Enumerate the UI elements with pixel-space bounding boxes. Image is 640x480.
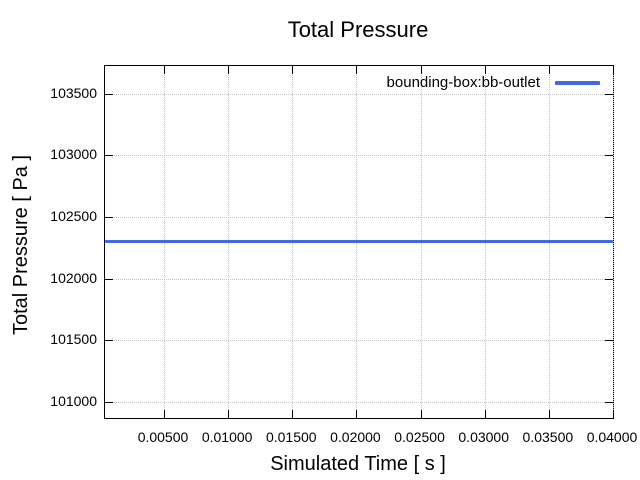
y-tick-label: 101000 bbox=[50, 392, 97, 409]
x-tick-label: 0.02500 bbox=[394, 429, 445, 445]
y-tick-label: 103000 bbox=[50, 146, 97, 163]
x-tick-mark-bottom bbox=[356, 410, 358, 418]
x-tick-mark-top bbox=[164, 66, 165, 74]
y-tick-mark-right bbox=[605, 340, 613, 342]
x-tick-label: 0.03500 bbox=[522, 429, 574, 445]
y-tick-mark-right bbox=[605, 93, 613, 95]
chart-title: Total Pressure bbox=[287, 17, 429, 42]
y-tick-mark-right bbox=[605, 401, 613, 403]
y-tick-mark-right bbox=[605, 278, 613, 280]
x-tick-label: 0.03000 bbox=[458, 429, 509, 445]
grid-hline bbox=[105, 401, 613, 403]
plot-area: bounding-box:bb-outlet bbox=[104, 65, 614, 419]
y-tick-mark-left bbox=[105, 93, 113, 95]
y-tick-mark-left bbox=[105, 278, 113, 280]
x-tick-mark-bottom bbox=[420, 410, 422, 418]
grid-hline bbox=[105, 155, 613, 157]
y-tick-label: 101500 bbox=[50, 331, 97, 348]
x-axis-label: Simulated Time [ s ] bbox=[270, 453, 446, 475]
x-tick-mark-top bbox=[484, 66, 486, 74]
y-tick-label: 102000 bbox=[50, 269, 97, 286]
x-tick-mark-bottom bbox=[484, 410, 486, 418]
x-tick-mark-bottom bbox=[228, 410, 230, 418]
grid-hline bbox=[105, 217, 613, 219]
x-tick-mark-top bbox=[613, 66, 614, 74]
x-tick-label: 0.01500 bbox=[265, 429, 317, 445]
x-tick-label: 0.00500 bbox=[137, 429, 189, 445]
y-tick-label: 102500 bbox=[50, 208, 97, 225]
x-tick-label: 0.02000 bbox=[330, 429, 381, 445]
series-line bbox=[105, 240, 613, 244]
y-tick-mark-right bbox=[605, 155, 613, 157]
x-tick-mark-top bbox=[548, 66, 550, 74]
x-tick-mark-top bbox=[356, 66, 358, 74]
grid-hline bbox=[105, 93, 613, 95]
x-tick-label: 0.01000 bbox=[201, 429, 253, 445]
x-tick-mark-top bbox=[292, 66, 294, 74]
y-tick-mark-left bbox=[105, 340, 113, 342]
y-tick-mark-left bbox=[105, 155, 113, 157]
y-tick-label: 103500 bbox=[50, 84, 97, 101]
legend: bounding-box:bb-outlet bbox=[387, 74, 600, 92]
x-tick-mark-bottom bbox=[548, 410, 550, 418]
x-tick-label: 0.04000 bbox=[586, 429, 638, 445]
legend-series-label: bounding-box:bb-outlet bbox=[386, 74, 540, 91]
x-tick-mark-bottom bbox=[292, 410, 294, 418]
x-tick-mark-bottom bbox=[164, 410, 165, 418]
x-tick-mark-top bbox=[420, 66, 422, 74]
grid-vline bbox=[613, 66, 614, 418]
y-axis-label: Total Pressure [ Pa ] bbox=[10, 154, 32, 336]
y-tick-mark-left bbox=[105, 401, 113, 403]
grid-hline bbox=[105, 340, 613, 342]
y-tick-mark-right bbox=[605, 217, 613, 219]
x-tick-mark-bottom bbox=[613, 410, 614, 418]
legend-line-sample-icon bbox=[555, 81, 600, 85]
x-tick-mark-top bbox=[228, 66, 230, 74]
y-tick-mark-left bbox=[105, 217, 113, 219]
grid-hline bbox=[105, 278, 613, 280]
